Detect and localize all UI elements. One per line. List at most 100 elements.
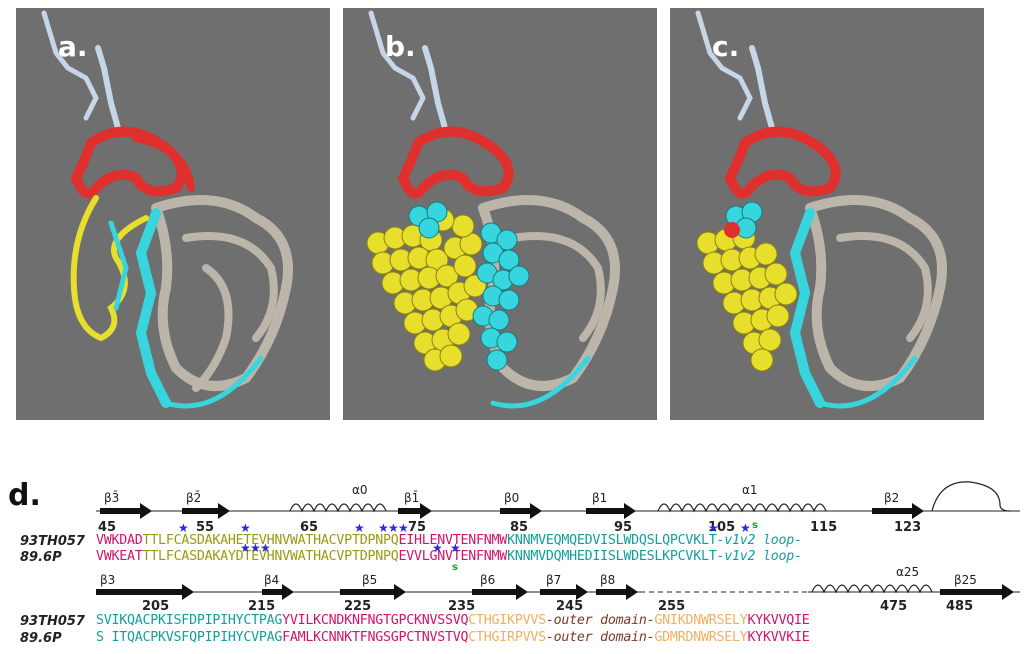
cyan-loop [490, 355, 591, 409]
v1v2-stem-2 [422, 45, 448, 131]
seq-name-93TH057: 93TH057 [20, 534, 85, 549]
position-label: 205 [142, 599, 169, 614]
salt-bridge-mark: s [452, 562, 458, 573]
outer-domain-2 [509, 232, 605, 342]
contact-star: ★ [388, 521, 399, 535]
seq-name-89.6P: 89.6P [20, 550, 62, 565]
ss-label: β1 [592, 491, 607, 505]
arrow-b1 [586, 503, 636, 519]
panel-c: c. [670, 8, 984, 420]
ss-label: β25 [954, 573, 977, 587]
ss-label: β7 [546, 573, 561, 587]
position-label: 55 [196, 520, 214, 535]
position-label: 215 [248, 599, 275, 614]
panel-b: b. [343, 8, 657, 420]
inner-domain-yellow [70, 195, 149, 342]
red-sphere [724, 222, 740, 238]
sequence-segment: EIHLENVTENFNMW [398, 533, 508, 548]
contact-star: ★ [398, 521, 409, 535]
sequence-segment: CTHGIKPVVS [468, 613, 546, 628]
position-label: 95 [614, 520, 632, 535]
helix-a1 [657, 503, 827, 513]
helix-a25 [811, 584, 933, 594]
sequence-segment: -v1v2 loop- [716, 533, 802, 548]
panel-a: a. [16, 8, 330, 420]
ss-label: β3̄ [104, 491, 119, 505]
sequence-row-93TH057: VWKDADTTLFCASDAKAHETEVHNVWATHACVPTDPNPQE… [96, 533, 802, 548]
contact-star: ★ [240, 521, 251, 535]
position-label: 65 [300, 520, 318, 535]
bridging-sheet-2 [132, 134, 195, 192]
sequence-segment: KNNMVDQMHEDIISLWDESLKPCVKLT [507, 549, 717, 564]
outer-domain-2 [836, 232, 932, 342]
ss-label: β2̄ [186, 491, 201, 505]
position-label: 85 [510, 520, 528, 535]
yellow-spheres [366, 208, 487, 372]
panel-label-b: b. [385, 30, 416, 63]
arrow-b3 [96, 584, 194, 600]
arrow-b4 [262, 584, 294, 600]
contact-star: ★ [740, 521, 751, 535]
sequence-row-89.6P: VWKEATTTLFCASDAKAYDTEVHNVWATHACVPTDPNPQE… [96, 549, 802, 564]
panel-label-a: a. [58, 30, 88, 63]
position-label: 235 [448, 599, 475, 614]
position-label: 115 [810, 520, 837, 535]
salt-bridge-mark: s [752, 520, 758, 531]
panel-label-c: c. [712, 30, 740, 63]
ss-label: α0 [352, 483, 368, 497]
arrow-b5 [340, 584, 406, 600]
sequence-segment: SVIKQACPKISFDPIPIHYCTPAG [96, 613, 283, 628]
contact-star: ★ [240, 541, 251, 555]
contact-star: ★ [708, 521, 719, 535]
bridging-sheet [724, 126, 841, 199]
contact-star: ★ [178, 521, 189, 535]
position-label: 485 [946, 599, 973, 614]
ss-label: α25 [896, 565, 919, 579]
position-label: 245 [556, 599, 583, 614]
structure-a [41, 10, 293, 409]
sequence-segment: TTLFCASDAKAYDTEVHNVWATHACVPTDPNPQ [142, 549, 399, 564]
cyan-loop [817, 355, 918, 409]
structure-b [366, 10, 620, 409]
sequence-segment: YVILKCNDKNFNGTGPCKNVSSVQ [282, 613, 469, 628]
arrow-b2bar [182, 503, 230, 519]
sequence-segment: TTLFCASDAKAHETEVHNVWATHACVPTDPNPQ [142, 533, 399, 548]
ss-label: β4 [264, 573, 279, 587]
sequence-segment: VWKEAT [96, 549, 143, 564]
arrow-b0 [500, 503, 542, 519]
contact-star: ★ [450, 541, 461, 555]
arrow-b6 [472, 584, 528, 600]
ss-label: β6 [480, 573, 495, 587]
contact-star: ★ [260, 541, 271, 555]
v1v2-stem [368, 10, 426, 121]
cyan-loop [163, 355, 264, 409]
position-label: 123 [894, 520, 921, 535]
v1v2-stem-2 [749, 45, 775, 131]
sequence-segment: -v1v2 loop- [716, 549, 802, 564]
yellow-spheres [696, 226, 798, 372]
v1v2-loop-symbol [931, 481, 1011, 512]
sequence-row-93TH057-2: SVIKQACPKISFDPIPIHYCTPAGYVILKCNDKNFNGTGP… [96, 613, 810, 628]
cyan-strand [108, 220, 129, 311]
contact-star: ★ [378, 521, 389, 535]
position-label: 255 [658, 599, 685, 614]
position-label: 105 [708, 520, 735, 535]
sequence-segment: FAMLKCNNKTFNGSGPCTNVSTVQ [282, 630, 469, 645]
structure-c [695, 10, 947, 409]
arrow-b1bar [398, 503, 432, 519]
sequence-segment: KYKVVQIE [747, 613, 810, 628]
position-label: 45 [98, 520, 116, 535]
contact-star: ★ [354, 521, 365, 535]
alpha1-helix [135, 208, 171, 408]
position-label: 225 [344, 599, 371, 614]
ss-label: β8 [600, 573, 615, 587]
sequence-segment: KYKVVKIE [747, 630, 810, 645]
sequence-row-89.6P-2: S ITQACPKVSFQPIPIHYCVPAGFAMLKCNNKTFNGSGP… [96, 630, 810, 645]
sequence-segment: CTHGIRPVVS [468, 630, 546, 645]
arrow-b3bar [100, 503, 152, 519]
sequence-segment: -outer domain- [545, 613, 655, 628]
ss-label: β2 [884, 491, 899, 505]
cyan-spheres [408, 201, 530, 371]
outer-domain-2 [182, 232, 278, 342]
